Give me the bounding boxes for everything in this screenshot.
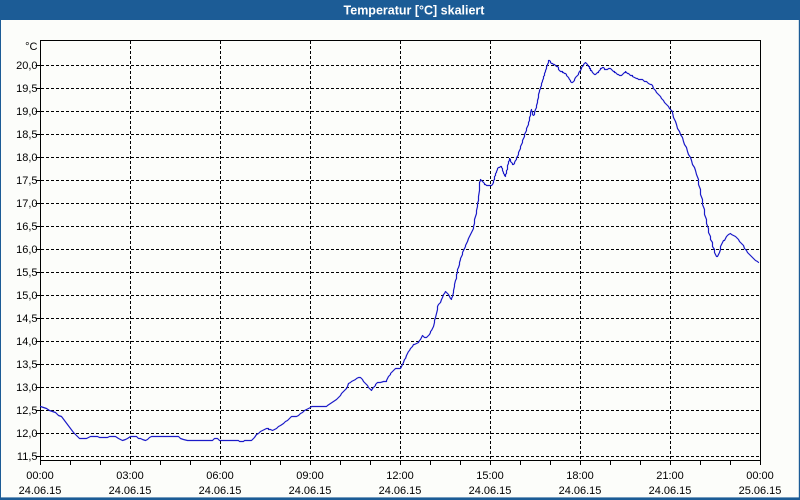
- svg-text:11,5: 11,5: [17, 451, 38, 463]
- svg-text:24.06.15: 24.06.15: [199, 485, 242, 497]
- svg-text:15,0: 15,0: [16, 290, 37, 302]
- svg-text:24.06.15: 24.06.15: [469, 485, 512, 497]
- svg-text:00:00: 00:00: [26, 470, 54, 482]
- svg-text:12:00: 12:00: [386, 470, 414, 482]
- svg-text:24.06.15: 24.06.15: [379, 485, 422, 497]
- svg-text:03:00: 03:00: [116, 470, 144, 482]
- svg-text:19,0: 19,0: [16, 106, 37, 118]
- svg-text:24.06.15: 24.06.15: [19, 485, 62, 497]
- svg-text:20,0: 20,0: [16, 60, 37, 72]
- svg-text:24.06.15: 24.06.15: [289, 485, 332, 497]
- svg-text:14,0: 14,0: [16, 336, 37, 348]
- svg-text:18:00: 18:00: [566, 470, 594, 482]
- svg-text:13,0: 13,0: [16, 382, 37, 394]
- svg-text:16,5: 16,5: [16, 221, 37, 233]
- svg-text:06:00: 06:00: [206, 470, 234, 482]
- svg-text:17,0: 17,0: [16, 198, 37, 210]
- svg-text:00:00: 00:00: [746, 470, 774, 482]
- svg-text:21:00: 21:00: [656, 470, 684, 482]
- svg-text:17,5: 17,5: [16, 175, 37, 187]
- svg-text:16,0: 16,0: [16, 244, 37, 256]
- svg-text:25.06.15: 25.06.15: [739, 485, 782, 497]
- svg-text:18,5: 18,5: [16, 129, 37, 141]
- svg-text:°C: °C: [25, 41, 37, 53]
- svg-text:24.06.15: 24.06.15: [109, 485, 152, 497]
- svg-text:12,5: 12,5: [16, 405, 37, 417]
- svg-text:18,0: 18,0: [16, 152, 37, 164]
- svg-text:09:00: 09:00: [296, 470, 324, 482]
- svg-text:13,5: 13,5: [16, 359, 37, 371]
- svg-text:15:00: 15:00: [476, 470, 504, 482]
- svg-text:19,5: 19,5: [16, 83, 37, 95]
- svg-text:14,5: 14,5: [16, 313, 37, 325]
- svg-text:15,5: 15,5: [16, 267, 37, 279]
- svg-text:24.06.15: 24.06.15: [649, 485, 692, 497]
- svg-text:12,0: 12,0: [16, 428, 37, 440]
- svg-text:24.06.15: 24.06.15: [559, 485, 602, 497]
- svg-text:Temperatur [°C] skaliert: Temperatur [°C] skaliert: [344, 4, 486, 18]
